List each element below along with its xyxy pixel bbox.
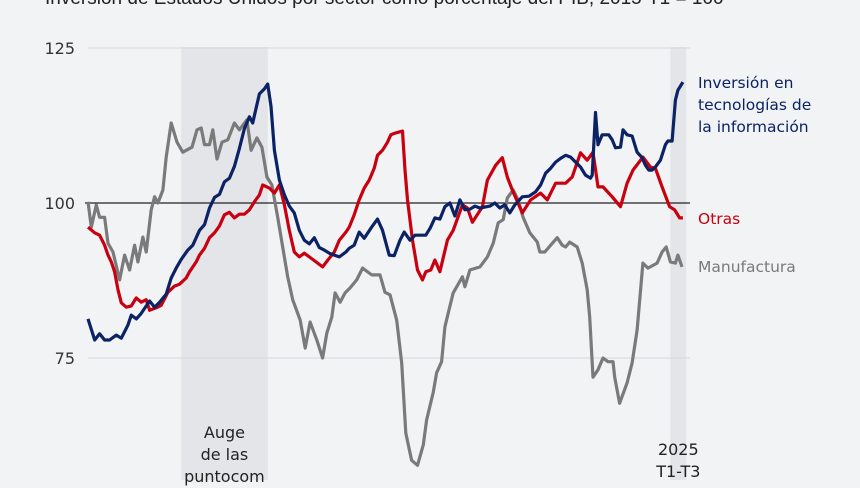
series-label-line: Inversión en (698, 74, 794, 92)
shaded-period-label-line: puntocom (184, 467, 265, 486)
series-label: Otras (698, 208, 740, 230)
y-tick-label: 125 (44, 39, 75, 58)
series-label-line: la información (698, 118, 809, 136)
shaded-period-label-line: de las (200, 445, 249, 464)
series-line-otras (86, 129, 683, 312)
shaded-period (670, 47, 687, 480)
shaded-period-label-line: Auge (203, 423, 245, 442)
y-tick-label: 75 (55, 349, 75, 368)
series-label-line: tecnologías de (698, 96, 812, 114)
series-label: Manufactura (698, 256, 796, 278)
series-label-line: Manufactura (698, 258, 796, 276)
series-line-manufactura (86, 118, 684, 467)
series-label-line: Otras (698, 210, 741, 228)
y-tick-label: 100 (44, 194, 75, 213)
chart-title: Inversión de Estados Unidos por sector c… (45, 0, 724, 10)
shaded-period-label: Auge de las puntocom (164, 422, 284, 488)
series-line-inversi-n-en-tecnolog-as-de-la-informaci-n (86, 81, 685, 342)
series-label: Inversión en tecnologías de la información (698, 72, 811, 138)
shaded-period-label: 2025 T1-T3 (618, 439, 738, 483)
shaded-period-label-line: T1-T3 (656, 462, 701, 481)
shaded-period-label-line: 2025 (657, 440, 699, 459)
